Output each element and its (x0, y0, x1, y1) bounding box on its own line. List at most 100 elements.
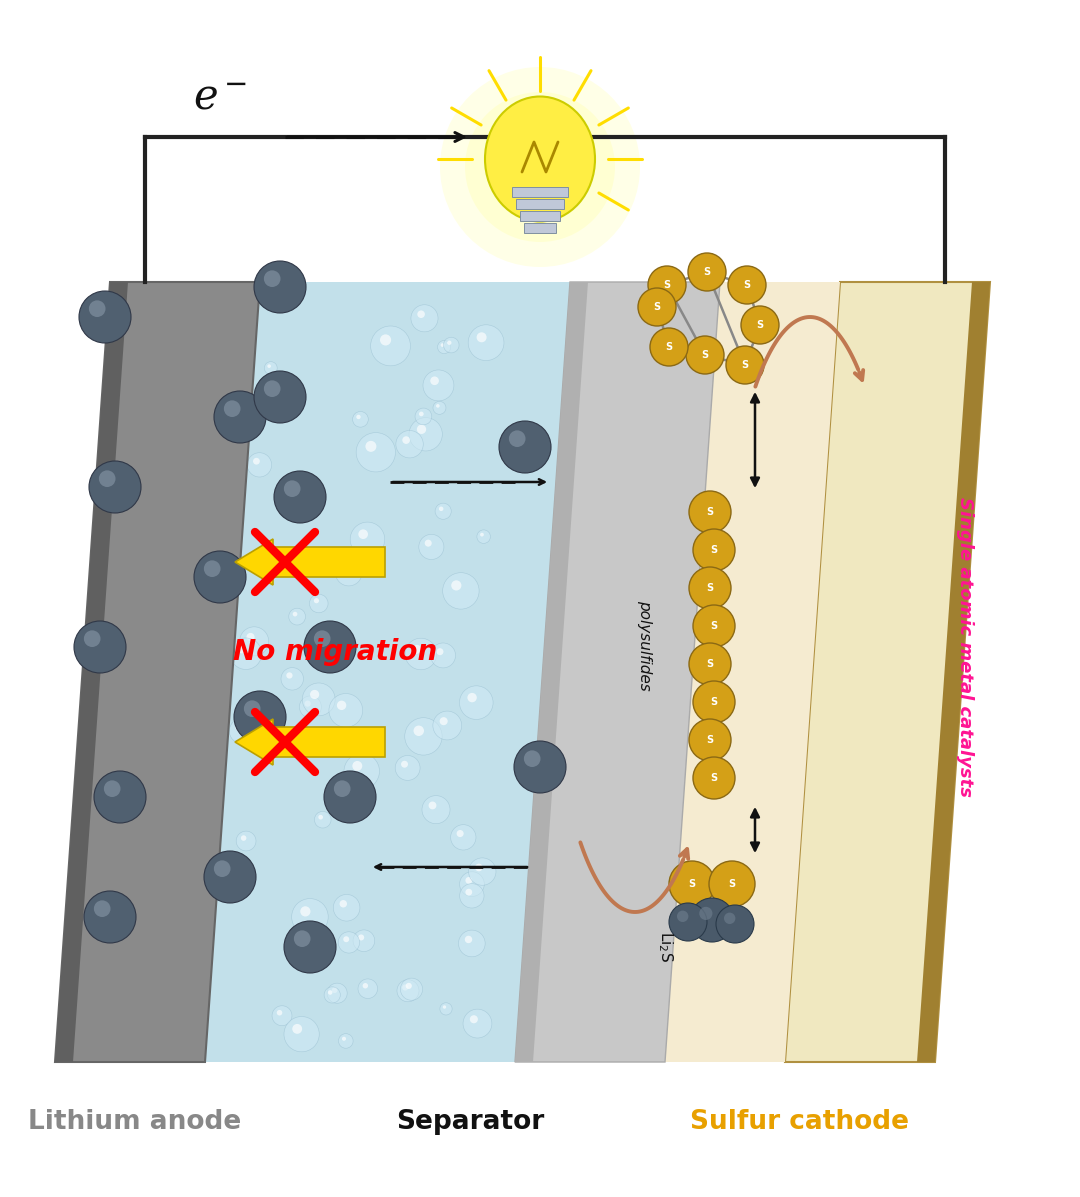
Circle shape (300, 906, 310, 917)
Circle shape (356, 415, 361, 419)
Circle shape (365, 440, 377, 451)
Circle shape (451, 581, 461, 590)
Circle shape (401, 978, 422, 1001)
Circle shape (459, 930, 485, 956)
Text: Single atomic metal catalysts: Single atomic metal catalysts (956, 497, 974, 797)
Circle shape (274, 481, 298, 505)
Circle shape (265, 361, 278, 375)
Circle shape (339, 900, 347, 907)
Circle shape (469, 858, 496, 886)
Circle shape (414, 725, 424, 736)
Circle shape (229, 718, 254, 743)
Circle shape (244, 700, 260, 717)
Bar (519, 211, 561, 221)
Circle shape (650, 328, 688, 366)
Circle shape (235, 724, 242, 730)
Circle shape (468, 693, 476, 703)
Circle shape (441, 344, 444, 347)
Bar (512, 187, 568, 198)
Circle shape (689, 491, 731, 533)
Circle shape (280, 487, 286, 493)
Text: No migration: No migration (233, 638, 437, 666)
Circle shape (94, 771, 146, 824)
Polygon shape (917, 282, 990, 1062)
Circle shape (336, 559, 362, 585)
Circle shape (677, 911, 688, 922)
Circle shape (359, 979, 378, 998)
Circle shape (693, 757, 735, 800)
Circle shape (305, 700, 311, 706)
Circle shape (264, 271, 281, 287)
Circle shape (204, 560, 220, 577)
Circle shape (293, 1023, 302, 1034)
Text: S: S (711, 697, 717, 707)
Circle shape (288, 608, 306, 625)
Circle shape (443, 572, 480, 609)
Circle shape (324, 771, 376, 824)
Circle shape (457, 830, 463, 837)
Circle shape (334, 780, 351, 797)
Circle shape (422, 796, 450, 824)
Circle shape (230, 638, 261, 669)
Circle shape (359, 529, 368, 539)
Circle shape (669, 903, 707, 941)
Circle shape (444, 338, 459, 353)
Circle shape (460, 883, 484, 909)
Text: Sulfur cathode: Sulfur cathode (690, 1108, 909, 1135)
Text: S: S (703, 267, 711, 277)
Text: S: S (706, 508, 714, 517)
Circle shape (247, 452, 271, 476)
Polygon shape (205, 282, 570, 1062)
Circle shape (443, 1005, 446, 1009)
Circle shape (499, 421, 551, 473)
Circle shape (84, 891, 136, 943)
Circle shape (693, 529, 735, 571)
Circle shape (284, 920, 336, 973)
Circle shape (293, 612, 297, 616)
Circle shape (329, 693, 363, 728)
Text: e$^-$: e$^-$ (193, 75, 247, 119)
Text: S: S (742, 360, 748, 370)
Circle shape (440, 67, 640, 267)
Circle shape (214, 861, 230, 877)
Circle shape (395, 755, 420, 780)
Circle shape (264, 381, 281, 397)
Polygon shape (785, 282, 990, 1062)
Circle shape (464, 936, 472, 943)
Circle shape (299, 695, 322, 718)
Text: S: S (728, 879, 735, 889)
Circle shape (465, 888, 472, 895)
Circle shape (356, 432, 395, 472)
Circle shape (79, 291, 131, 344)
Circle shape (314, 598, 319, 603)
Circle shape (481, 533, 484, 536)
Circle shape (693, 681, 735, 723)
Circle shape (342, 1037, 346, 1041)
Circle shape (469, 324, 504, 360)
Circle shape (440, 717, 448, 725)
Circle shape (234, 691, 286, 743)
Circle shape (417, 310, 424, 318)
Circle shape (465, 92, 615, 242)
Polygon shape (665, 282, 840, 1062)
Circle shape (268, 364, 271, 367)
Bar (516, 199, 564, 209)
Circle shape (328, 990, 333, 995)
Circle shape (396, 431, 423, 458)
Text: S: S (701, 350, 708, 360)
Text: S: S (711, 545, 717, 555)
Circle shape (424, 540, 432, 547)
Polygon shape (55, 282, 260, 1062)
Circle shape (237, 831, 256, 851)
Text: Lithium anode: Lithium anode (28, 1108, 242, 1135)
Circle shape (450, 825, 476, 850)
Circle shape (669, 861, 715, 907)
Circle shape (214, 391, 266, 443)
Circle shape (310, 689, 320, 699)
Circle shape (89, 461, 141, 514)
Circle shape (403, 436, 410, 444)
Circle shape (708, 861, 755, 907)
Text: S: S (653, 302, 661, 312)
Circle shape (419, 534, 444, 559)
Circle shape (447, 340, 451, 345)
